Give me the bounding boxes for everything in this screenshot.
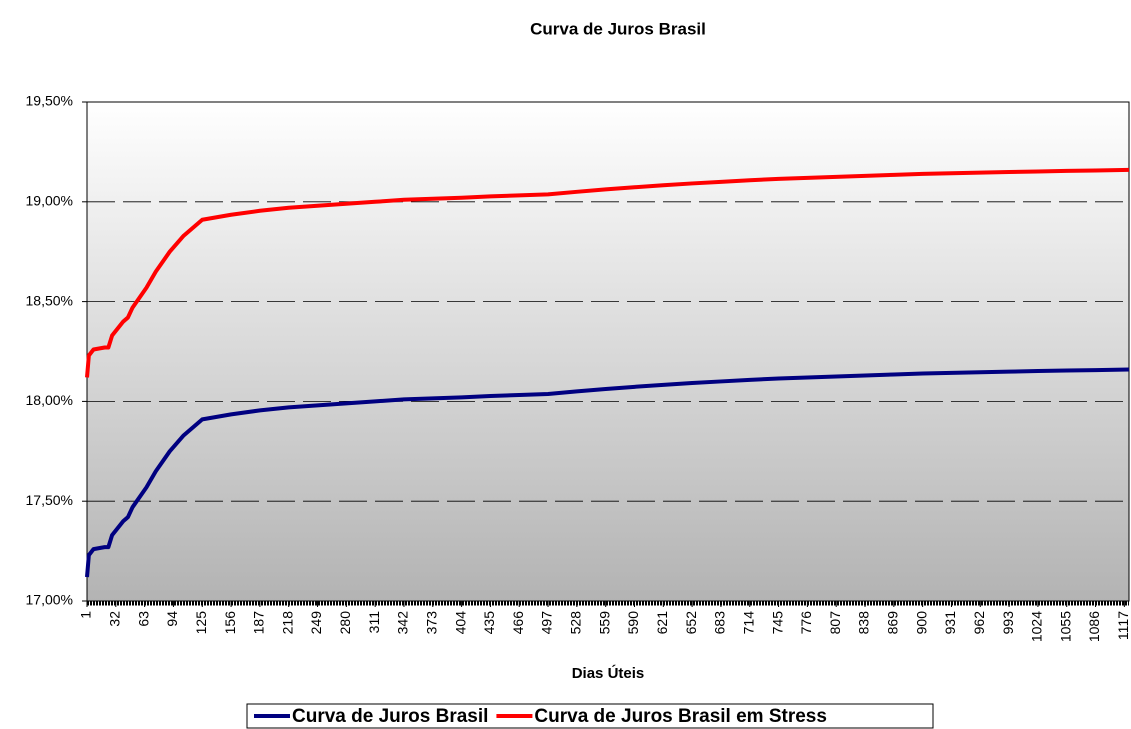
legend-entries: Curva de Juros Brasil Curva de Juros Bras… bbox=[254, 706, 827, 727]
y-tick-label: 19,50% bbox=[26, 93, 73, 109]
x-tick-label: 435 bbox=[481, 611, 497, 635]
x-tick-label: 931 bbox=[942, 611, 958, 635]
x-tick-label: 218 bbox=[279, 611, 295, 635]
y-tick-label: 17,00% bbox=[26, 592, 73, 608]
ticks: 17,00% 17,50% 18,00% 18,50% 19,00% 19,50% 1 32 6… bbox=[26, 93, 1131, 642]
x-tick-label: 1086 bbox=[1086, 611, 1102, 642]
x-tick-label: 621 bbox=[654, 611, 670, 635]
x-tick-label: 404 bbox=[452, 611, 468, 635]
x-tick-label: 1 bbox=[78, 611, 94, 619]
x-tick-label: 32 bbox=[107, 611, 123, 627]
x-tick-label: 776 bbox=[798, 611, 814, 635]
x-tick-label: 63 bbox=[135, 611, 151, 627]
x-tick-label: 311 bbox=[366, 611, 382, 634]
x-tick-label: 869 bbox=[885, 611, 901, 635]
x-tick-label: 838 bbox=[856, 611, 872, 635]
plot-area bbox=[86, 101, 1130, 602]
x-tick-label: 683 bbox=[712, 611, 728, 635]
x-tick-label: 373 bbox=[423, 611, 439, 635]
x-tick-label: 1117 bbox=[1115, 611, 1131, 640]
x-tick-label: 1024 bbox=[1029, 611, 1045, 642]
legend bbox=[246, 703, 934, 729]
x-tick-label: 497 bbox=[539, 611, 555, 635]
x-tick-label: 590 bbox=[625, 611, 641, 635]
x-tick-label: 993 bbox=[1000, 611, 1016, 635]
x-tick-label: 652 bbox=[683, 611, 699, 635]
x-tick-label: 900 bbox=[913, 611, 929, 635]
x-tick-label: 528 bbox=[568, 611, 584, 635]
x-tick-label: 714 bbox=[740, 611, 756, 635]
legend-label: Curva de Juros Brasil em Stress bbox=[534, 706, 827, 727]
y-tick-label: 18,00% bbox=[26, 392, 73, 408]
x-axis-title: Dias Úteis bbox=[572, 664, 645, 682]
legend-label: Curva de Juros Brasil bbox=[292, 706, 488, 727]
x-tick-label: 962 bbox=[971, 611, 987, 635]
series-line bbox=[85, 367, 1130, 578]
lines bbox=[85, 167, 1130, 578]
y-tick-label: 18,50% bbox=[26, 292, 73, 308]
chart-title: Curva de Juros Brasil bbox=[530, 19, 706, 38]
y-tick-label: 19,00% bbox=[26, 193, 73, 209]
x-tick-label: 807 bbox=[827, 611, 843, 635]
x-tick-label: 1055 bbox=[1057, 611, 1073, 642]
x-tick-label: 342 bbox=[395, 611, 411, 635]
x-tick-label: 249 bbox=[308, 611, 324, 635]
x-tick-label: 125 bbox=[193, 611, 209, 635]
x-tick-label: 280 bbox=[337, 611, 353, 635]
series-line bbox=[85, 167, 1130, 378]
x-tick-label: 559 bbox=[596, 611, 612, 635]
grid bbox=[87, 201, 1129, 502]
x-tick-label: 187 bbox=[251, 611, 267, 635]
y-tick-label: 17,50% bbox=[26, 492, 73, 508]
x-tick-label: 156 bbox=[222, 611, 238, 635]
x-tick-label: 94 bbox=[164, 611, 180, 627]
x-tick-label: 745 bbox=[769, 611, 785, 635]
x-tick-label: 466 bbox=[510, 611, 526, 635]
